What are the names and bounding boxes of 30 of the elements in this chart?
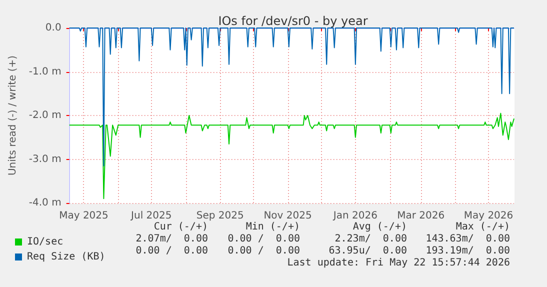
text: 0.00 / 0.00 [228,246,300,256]
x-tick-label: Jul 2025 [130,210,172,222]
text: 143.63m/ 0.00 [426,234,510,244]
line-series [68,112,514,200]
y-axis-title: Units read (-) / write (+) [8,55,18,176]
x-tick-label: May 2026 [464,210,514,222]
text: Max (-/+) [456,222,510,232]
text: Last update: Fri May 22 15:57:44 2026 [287,258,510,268]
text: 0.00 / 0.00 [228,234,300,244]
y-tick-label: -1.0 m [28,66,62,78]
y-tick-label: 0.0 [45,22,62,34]
text: Avg (-/+) [352,222,407,232]
legend-label: Req Size (KB) [27,252,106,262]
x-tick-label: Mar 2026 [397,210,445,222]
y-tick-label: -4.0 m [28,198,62,208]
y-tick-label: -3.0 m [28,154,62,165]
text: 63.95u/ 0.00 [328,246,407,256]
y-tick-label: -2.0 m [28,110,62,121]
text: 0.00 / 0.00 [136,246,208,256]
text: 2.07m/ 0.00 [136,234,208,244]
text: Cur (-/+) [154,222,208,232]
x-tick-label: May 2025 [59,210,108,222]
text: 2.23m/ 0.00 [334,234,407,244]
text: 193.19m/ 0.00 [426,246,510,256]
x-tick-label: Jan 2026 [332,210,378,222]
x-tick-label: Sep 2025 [196,210,244,222]
chart-title: IOs for /dev/sr0 - by year [218,14,368,28]
x-tick-label: Nov 2025 [264,210,312,222]
legend-label: IO/sec [27,236,64,248]
text: Min (-/+) [246,222,300,232]
